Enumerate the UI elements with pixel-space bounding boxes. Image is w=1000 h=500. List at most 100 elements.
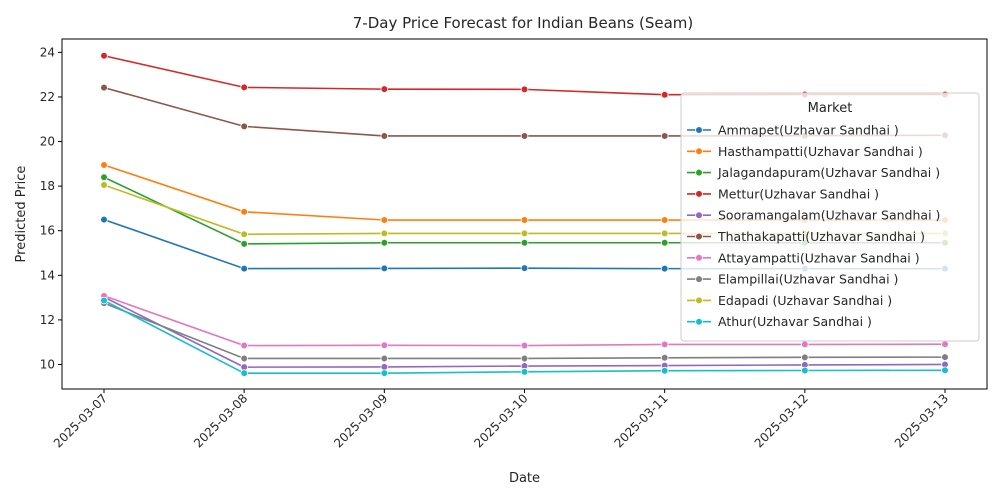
x-axis: 2025-03-07 2025-03-08 2025-03-09 2025-03-10… <box>51 389 951 450</box>
data-point <box>240 240 248 248</box>
data-point <box>240 230 248 239</box>
y-tick-label: 18 <box>40 179 55 193</box>
data-point <box>660 366 669 375</box>
legend-item: Athur(Uzhavar Sandhai ) <box>687 314 872 329</box>
data-point <box>660 229 669 238</box>
y-tick-label: 22 <box>40 90 55 104</box>
data-point <box>100 161 108 169</box>
data-point <box>380 363 389 371</box>
legend-label: Ammapet(Uzhavar Sandhai ) <box>718 123 899 138</box>
legend-marker <box>695 168 703 177</box>
data-point <box>520 354 529 363</box>
data-point <box>660 238 669 247</box>
legend-item: Elampillai(Uzhavar Sandhai ) <box>687 272 898 287</box>
data-point <box>660 216 669 224</box>
data-point <box>380 85 389 93</box>
data-point <box>100 181 108 189</box>
legend-item: Mettur(Uzhavar Sandhai ) <box>687 186 879 201</box>
y-tick-label: 14 <box>40 268 55 282</box>
chart-title: 7-Day Price Forecast for Indian Beans (S… <box>353 14 693 32</box>
data-point <box>100 83 108 92</box>
x-tick-label: 2025-03-07 <box>51 391 110 450</box>
x-tick-label: 2025-03-09 <box>331 391 390 450</box>
data-point <box>801 366 809 375</box>
data-point <box>520 85 529 94</box>
data-point <box>240 207 248 216</box>
y-tick-label: 12 <box>40 313 55 327</box>
data-point <box>380 264 389 273</box>
data-point <box>380 132 389 140</box>
data-point <box>660 132 669 140</box>
legend-items: Ammapet(Uzhavar Sandhai ) Hasthampatti(Uz… <box>687 123 940 329</box>
legend-marker <box>695 211 703 220</box>
data-point <box>240 354 248 363</box>
legend-label: Attayampatti(Uzhavar Sandhai ) <box>718 250 920 265</box>
x-axis-title: Date <box>509 471 540 486</box>
legend-marker <box>695 275 703 283</box>
data-point <box>380 354 389 363</box>
legend-marker <box>695 317 703 326</box>
legend: Market Ammapet(Uzhavar Sandhai ) Hasthamp… <box>680 92 980 342</box>
x-tick-label: 2025-03-13 <box>892 391 951 450</box>
data-point <box>380 238 389 247</box>
data-point <box>801 340 809 349</box>
legend-label: Hasthampatti(Uzhavar Sandhai ) <box>718 144 923 159</box>
y-axis: 10 12 14 16 18 20 22 24 <box>40 45 62 371</box>
data-point <box>520 132 529 140</box>
data-point <box>380 229 389 238</box>
data-point <box>520 238 529 247</box>
data-point <box>100 215 108 224</box>
legend-label: Jalagandapuram(Uzhavar Sandhai ) <box>717 165 940 180</box>
data-point <box>660 353 669 362</box>
legend-label: Edapadi (Uzhavar Sandhai ) <box>718 293 892 308</box>
data-point <box>941 353 949 361</box>
legend-marker <box>695 232 703 241</box>
data-point <box>660 90 669 99</box>
data-point <box>660 340 669 349</box>
legend-item: Ammapet(Uzhavar Sandhai ) <box>687 123 899 138</box>
data-point <box>520 216 529 224</box>
data-point <box>520 341 529 350</box>
series-3 <box>100 51 949 99</box>
x-tick-label: 2025-03-12 <box>752 391 811 450</box>
data-point <box>240 341 248 350</box>
x-tick-label: 2025-03-10 <box>471 391 530 450</box>
data-point <box>380 369 389 377</box>
legend-item: Jalagandapuram(Uzhavar Sandhai ) <box>687 165 940 180</box>
data-point <box>380 341 389 350</box>
legend-item: Thathakapatti(Uzhavar Sandhai ) <box>687 229 925 244</box>
legend-item: Hasthampatti(Uzhavar Sandhai ) <box>687 144 923 159</box>
legend-label: Elampillai(Uzhavar Sandhai ) <box>718 272 898 287</box>
data-point <box>380 216 389 224</box>
legend-marker <box>695 126 703 134</box>
y-tick-label: 10 <box>40 357 55 371</box>
data-point <box>801 353 809 362</box>
data-point <box>941 366 949 375</box>
data-point <box>240 83 248 92</box>
y-tick-label: 16 <box>40 224 55 238</box>
legend-label: Athur(Uzhavar Sandhai ) <box>718 314 872 329</box>
legend-box <box>680 92 980 342</box>
y-tick-label: 24 <box>40 45 55 59</box>
legend-title: Market <box>808 101 853 116</box>
legend-item: Edapadi (Uzhavar Sandhai ) <box>687 293 892 308</box>
data-point <box>520 264 529 272</box>
legend-label: Thathakapatti(Uzhavar Sandhai ) <box>717 229 925 244</box>
legend-marker <box>695 296 703 305</box>
data-point <box>240 264 248 273</box>
legend-marker <box>695 190 703 198</box>
legend-label: Sooramangalam(Uzhavar Sandhai ) <box>718 208 940 223</box>
legend-item: Sooramangalam(Uzhavar Sandhai ) <box>687 208 940 223</box>
data-point <box>660 264 669 273</box>
x-tick-label: 2025-03-11 <box>612 391 671 450</box>
data-point <box>240 122 248 131</box>
legend-item: Attayampatti(Uzhavar Sandhai ) <box>687 250 920 265</box>
y-axis-title: Predicted Price <box>14 166 29 263</box>
legend-label: Mettur(Uzhavar Sandhai ) <box>718 186 879 201</box>
legend-marker <box>695 253 703 262</box>
series-6 <box>100 292 949 350</box>
data-point <box>100 51 108 60</box>
legend-marker <box>695 147 703 156</box>
y-tick-label: 20 <box>40 135 55 149</box>
